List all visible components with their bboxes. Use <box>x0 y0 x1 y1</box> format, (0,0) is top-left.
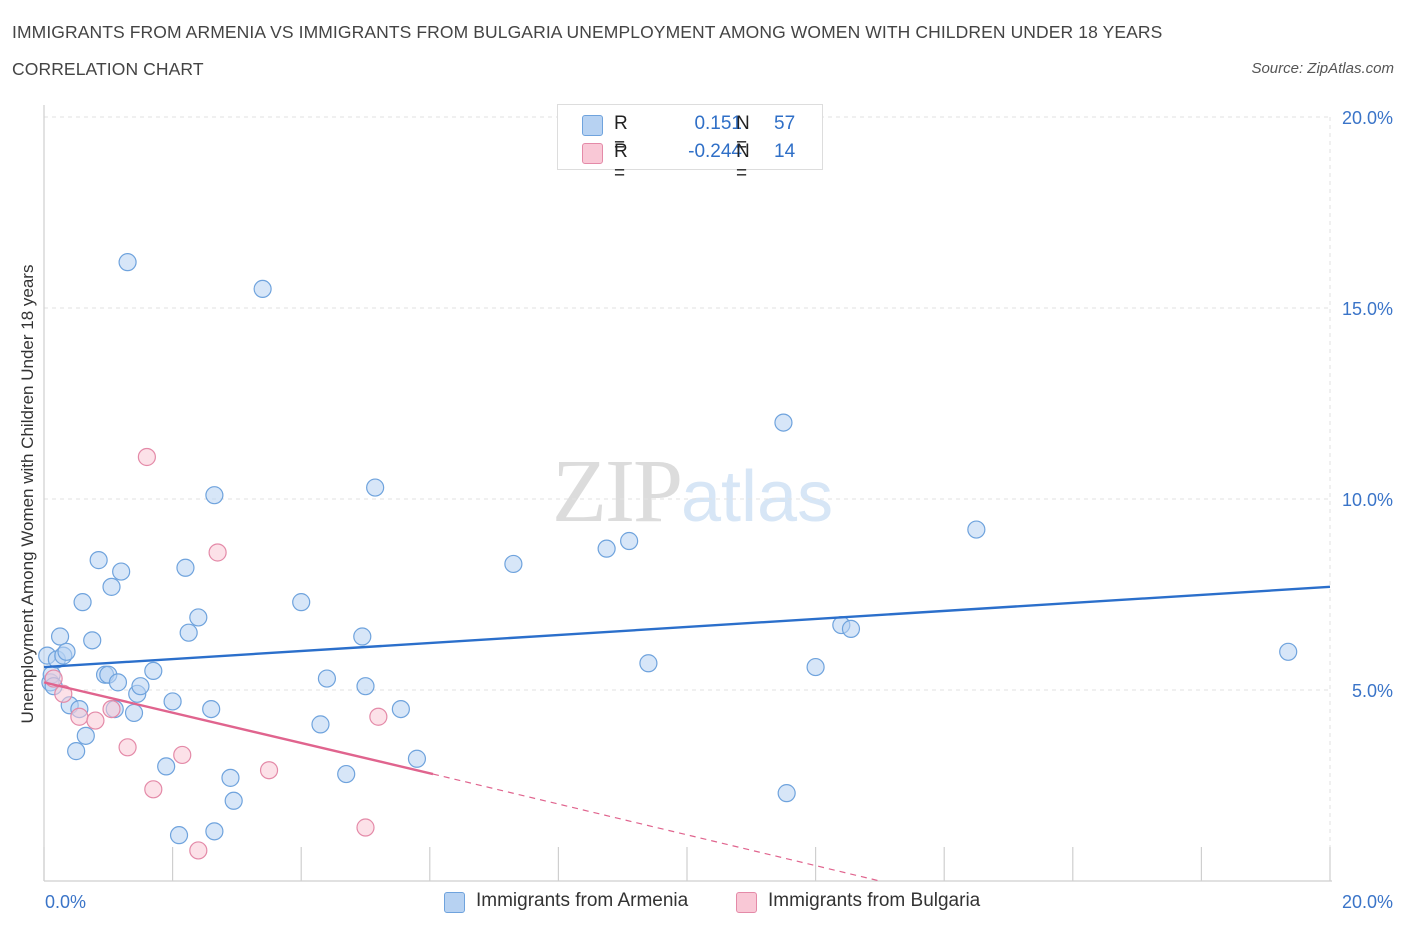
watermark-atlas: atlas <box>681 457 834 537</box>
point-armenia <box>118 253 137 272</box>
trendline-bulgaria <box>43 681 434 776</box>
legend-n-label: N = <box>736 113 750 156</box>
point-armenia <box>83 631 102 650</box>
source-label: Source: ZipAtlas.com <box>1251 60 1394 77</box>
bottom-legend-swatch-bulgaria <box>736 892 757 913</box>
point-armenia <box>205 822 224 841</box>
x-tick-label: 20.0% <box>1342 892 1393 912</box>
stats-legend: R = 0.151 N = 57 R = -0.244 N = 14 <box>557 104 823 184</box>
point-bulgaria <box>208 543 227 562</box>
point-armenia <box>337 764 356 784</box>
point-bulgaria <box>137 447 156 467</box>
bottom-legend-swatch-armenia <box>444 892 465 913</box>
y-tick-label: 20.0% <box>1342 108 1393 128</box>
y-tick-label: 10.0% <box>1342 490 1393 510</box>
point-armenia <box>774 413 793 432</box>
y-tick-label: 15.0% <box>1342 299 1393 319</box>
point-armenia <box>356 677 375 696</box>
point-armenia <box>57 642 76 661</box>
point-armenia <box>73 593 92 612</box>
legend-r-value: 0.151 <box>694 113 742 134</box>
point-armenia <box>169 826 189 845</box>
point-bulgaria <box>369 707 388 726</box>
point-armenia <box>597 539 616 558</box>
point-armenia <box>131 677 150 696</box>
point-armenia <box>189 608 208 627</box>
point-armenia <box>221 768 240 787</box>
point-bulgaria <box>54 684 73 703</box>
point-armenia <box>179 623 198 642</box>
point-armenia <box>777 784 796 803</box>
point-bulgaria <box>356 818 375 837</box>
trendline-bulgaria-extension <box>432 773 881 882</box>
point-bulgaria <box>102 699 121 719</box>
legend-swatch-bulgaria <box>582 143 603 164</box>
point-armenia <box>292 593 311 612</box>
trendline-armenia <box>43 585 1331 669</box>
point-armenia <box>102 577 121 596</box>
point-armenia <box>157 757 176 776</box>
point-armenia <box>112 562 131 581</box>
point-armenia <box>806 657 825 677</box>
point-armenia <box>1279 642 1298 661</box>
legend-r-label: R = <box>614 141 628 184</box>
point-bulgaria <box>144 780 163 799</box>
point-bulgaria <box>70 707 89 726</box>
point-armenia <box>163 692 182 711</box>
point-armenia <box>176 558 195 577</box>
point-armenia <box>253 279 272 298</box>
point-armenia <box>89 551 108 570</box>
bottom-legend-label-bulgaria: Immigrants from Bulgaria <box>768 890 981 911</box>
point-bulgaria <box>173 745 192 765</box>
point-armenia <box>76 726 95 745</box>
legend-n-value: 57 <box>774 113 796 134</box>
point-bulgaria <box>259 761 279 780</box>
legend-n-value: 14 <box>774 141 796 162</box>
point-armenia <box>108 673 128 692</box>
point-armenia <box>391 699 410 719</box>
y-tick-label: 5.0% <box>1352 681 1393 701</box>
watermark-zip: ZIP <box>552 442 683 541</box>
legend-r-label: R = <box>614 113 628 156</box>
point-armenia <box>50 627 70 646</box>
legend-n-label: N = <box>736 141 750 184</box>
point-armenia <box>224 791 243 810</box>
point-bulgaria <box>86 711 105 730</box>
point-armenia <box>639 654 658 673</box>
point-armenia <box>124 703 144 723</box>
point-armenia <box>366 478 385 497</box>
point-bulgaria <box>118 738 137 757</box>
y-axis-label: Unemployment Among Women with Children U… <box>18 264 37 724</box>
legend-r-value: -0.244 <box>688 141 742 162</box>
point-armenia <box>202 699 221 719</box>
point-armenia <box>353 627 372 646</box>
point-armenia <box>841 619 861 638</box>
bottom-legend-label-armenia: Immigrants from Armenia <box>476 890 689 911</box>
point-armenia <box>504 554 523 574</box>
point-armenia <box>620 531 639 551</box>
point-armenia <box>144 661 163 681</box>
legend-swatch-armenia <box>582 115 603 136</box>
zipatlas-watermark: ZIPatlas <box>552 440 833 543</box>
chart-title: IMMIGRANTS FROM ARMENIA VS IMMIGRANTS FR… <box>12 22 1163 79</box>
point-armenia <box>407 749 427 768</box>
point-armenia <box>317 669 337 688</box>
point-armenia <box>967 520 986 539</box>
point-bulgaria <box>189 841 208 860</box>
point-armenia <box>205 486 224 505</box>
point-armenia <box>311 715 330 734</box>
point-armenia <box>67 742 86 761</box>
x-tick-label: 0.0% <box>45 892 86 912</box>
